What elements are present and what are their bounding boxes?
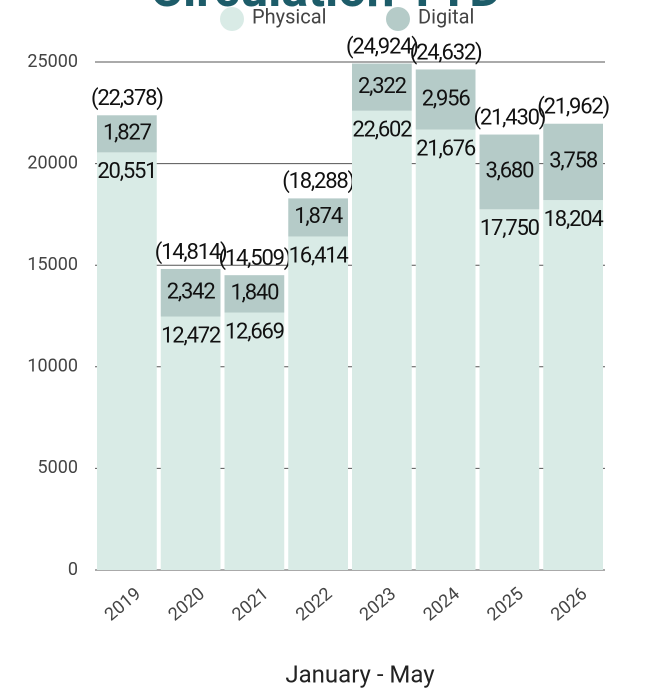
x-tick-label: 2023 <box>356 583 400 625</box>
total-label: (21,962) <box>537 95 609 120</box>
y-tick-label: 5000 <box>38 457 78 478</box>
y-tick-label: 0 <box>68 559 78 580</box>
value-label: 18,204 <box>544 207 604 232</box>
bar-segment <box>97 152 157 570</box>
x-tick-label: 2024 <box>419 583 463 625</box>
y-tick-label: 10000 <box>27 356 78 377</box>
value-label: 21,676 <box>416 136 476 161</box>
x-tick-label: 2021 <box>228 583 272 625</box>
value-label: 1,874 <box>294 204 343 229</box>
total-label: (21,430) <box>474 105 546 130</box>
legend-swatch <box>386 7 410 31</box>
x-axis-title: January - May <box>285 660 435 688</box>
y-tick-label: 15000 <box>27 254 78 275</box>
total-label: (14,814) <box>155 240 227 265</box>
bar-segment <box>352 63 412 111</box>
bar-segment <box>415 129 476 570</box>
x-tick-label: 2025 <box>483 583 527 625</box>
value-label: 1,827 <box>103 121 152 146</box>
bar-segment <box>288 198 348 237</box>
x-tick-label: 2026 <box>547 583 591 625</box>
value-label: 12,472 <box>161 323 221 348</box>
legend-swatch <box>220 7 244 31</box>
value-label: 12,669 <box>225 319 284 344</box>
value-label: 3,680 <box>485 159 534 184</box>
value-label: 22,602 <box>352 118 412 143</box>
bar-segment <box>479 209 540 570</box>
bar-segment <box>160 316 221 570</box>
bar-segment <box>224 275 285 313</box>
value-label: 20,551 <box>97 159 156 184</box>
bar-segment <box>160 268 221 317</box>
total-label: (18,288) <box>282 169 354 194</box>
value-label: 17,750 <box>480 216 540 241</box>
bar-segment <box>479 134 540 210</box>
y-tick-label: 25000 <box>27 51 78 72</box>
value-label: 1,840 <box>230 281 279 306</box>
legend-label: Physical <box>252 4 327 28</box>
value-label: 16,414 <box>289 243 349 268</box>
total-label: (22,378) <box>91 86 163 111</box>
total-label: (24,924) <box>346 34 418 59</box>
bar-segment <box>288 236 348 570</box>
x-tick-label: 2020 <box>164 583 208 625</box>
bar-segment <box>352 110 412 571</box>
y-tick-label: 20000 <box>27 152 78 173</box>
bar-segment <box>543 200 603 570</box>
total-label: (24,632) <box>410 40 482 65</box>
x-tick-label: 2019 <box>101 583 145 625</box>
bar-segment <box>543 123 603 201</box>
value-label: 2,322 <box>358 74 407 99</box>
bar-segment <box>415 69 476 130</box>
value-label: 2,342 <box>167 280 216 305</box>
total-label: (14,509) <box>219 246 291 271</box>
legend-label: Digital <box>418 4 474 28</box>
value-label: 3,758 <box>549 149 598 174</box>
x-tick-label: 2022 <box>292 583 336 625</box>
bar-segment <box>97 115 157 153</box>
value-label: 2,956 <box>422 86 471 111</box>
bar-segment <box>224 312 285 570</box>
